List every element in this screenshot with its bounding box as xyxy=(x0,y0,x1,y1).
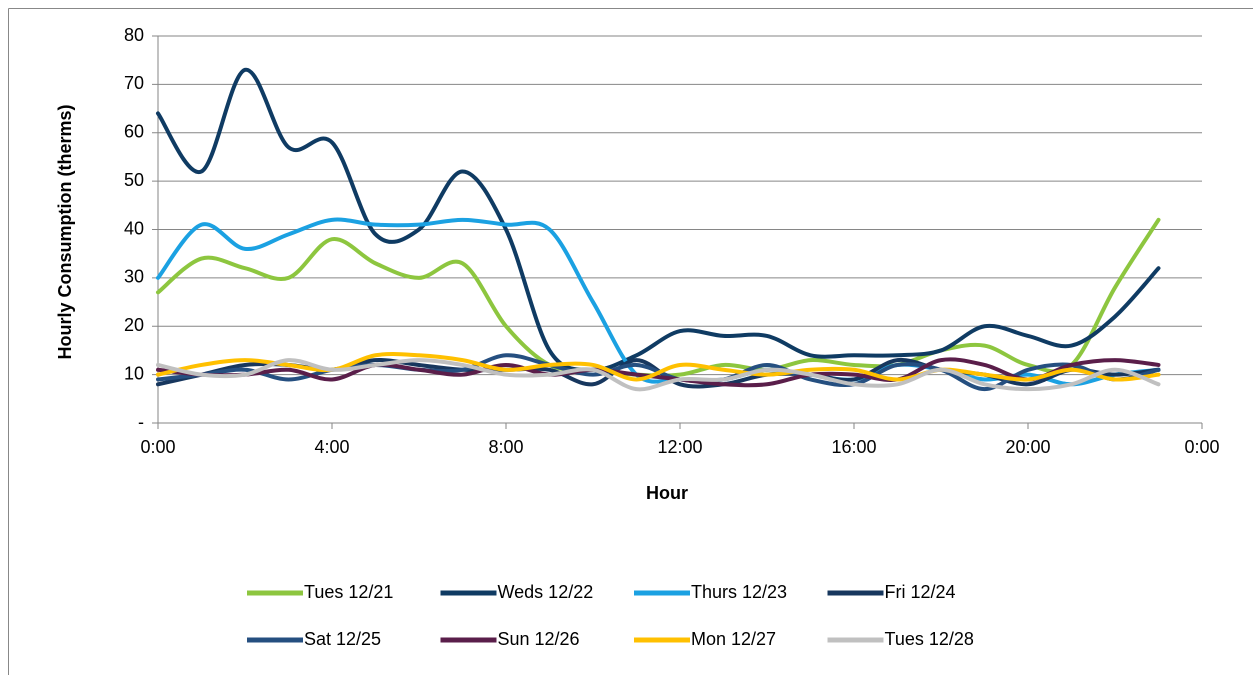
series-line xyxy=(156,358,1161,392)
y-tick-label: 70 xyxy=(124,73,144,93)
legend-label: Weds 12/22 xyxy=(498,582,594,602)
x-tick-label: 0:00 xyxy=(1184,437,1219,457)
legend-label: Tues 12/21 xyxy=(304,582,393,602)
y-tick-label: 50 xyxy=(124,170,144,190)
y-tick-label: 40 xyxy=(124,218,144,238)
x-tick-label: 4:00 xyxy=(314,437,349,457)
x-tick-label: 0:00 xyxy=(140,437,175,457)
legend-label: Sat 12/25 xyxy=(304,629,381,649)
legend-label: Tues 12/28 xyxy=(885,629,974,649)
y-tick-label: 10 xyxy=(124,363,144,383)
x-tick-label: 16:00 xyxy=(831,437,876,457)
y-tick-label: 20 xyxy=(124,315,144,335)
series-line xyxy=(156,67,1161,372)
x-tick-label: 12:00 xyxy=(657,437,702,457)
x-tick-label: 20:00 xyxy=(1005,437,1050,457)
x-axis-title: Hour xyxy=(646,483,688,503)
legend-label: Fri 12/24 xyxy=(885,582,956,602)
y-tick-label: 30 xyxy=(124,267,144,287)
legend-label: Sun 12/26 xyxy=(498,629,580,649)
y-tick-label: - xyxy=(138,412,144,432)
legend-label: Mon 12/27 xyxy=(691,629,776,649)
series-line xyxy=(156,357,1161,388)
y-axis-title: Hourly Consumption (therms) xyxy=(55,104,75,359)
y-tick-label: 80 xyxy=(124,25,144,45)
y-tick-label: 60 xyxy=(124,122,144,142)
legend-label: Thurs 12/23 xyxy=(691,582,787,602)
x-tick-label: 8:00 xyxy=(488,437,523,457)
